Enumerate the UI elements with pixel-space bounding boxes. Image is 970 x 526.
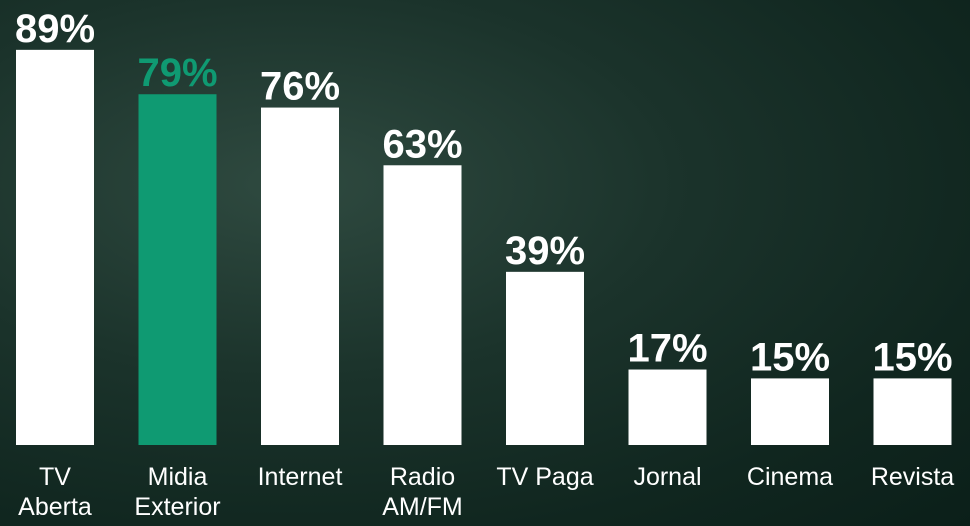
category-label: Jornal [633,463,702,491]
value-label: 76% [260,65,340,109]
value-label: 89% [15,7,95,51]
value-label: 17% [627,327,707,371]
bar [873,378,952,445]
category-label: Midia Exterior [134,463,221,521]
value-label: 39% [505,229,585,273]
value-label: 15% [750,335,830,379]
category-label: Revista [870,463,955,491]
bar [261,107,339,445]
category-label: Internet [257,463,343,491]
bar [506,271,584,445]
value-label: 79% [137,51,217,95]
value-label: 15% [872,335,952,379]
category-label: TV Paga [496,463,594,491]
bar [16,49,94,446]
category-label: Radio AM/FM [382,463,463,521]
category-label: TV Aberta [18,463,92,521]
bar [751,378,829,445]
value-label: 63% [382,122,462,166]
bar [138,94,217,446]
bar [383,165,462,445]
bar [628,369,707,445]
category-label: Cinema [746,463,834,491]
